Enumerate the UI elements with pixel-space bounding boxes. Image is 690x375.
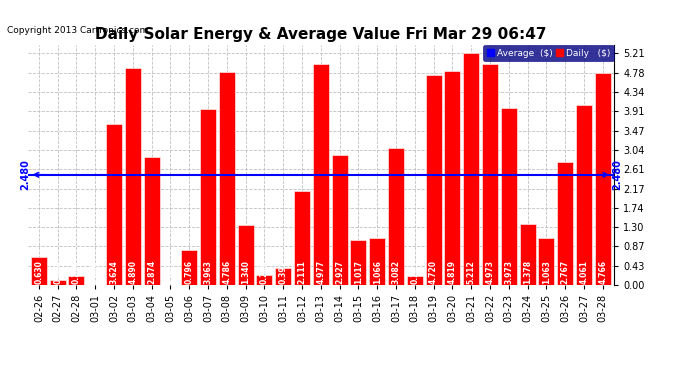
Text: 4.977: 4.977 [316, 260, 326, 284]
Text: 4.786: 4.786 [222, 260, 231, 284]
Text: 0.001: 0.001 [166, 260, 175, 284]
Text: 0.630: 0.630 [34, 260, 43, 284]
Text: 2.767: 2.767 [561, 260, 570, 284]
Text: 4.973: 4.973 [486, 260, 495, 284]
Text: 2.480: 2.480 [20, 159, 30, 190]
Bar [332, 155, 348, 285]
Text: 4.819: 4.819 [448, 260, 457, 284]
Bar [200, 109, 216, 285]
Bar [219, 72, 235, 285]
Bar [538, 238, 555, 285]
Bar [257, 275, 273, 285]
Text: 4.061: 4.061 [580, 260, 589, 284]
Bar [313, 64, 329, 285]
Bar [181, 250, 197, 285]
Bar [501, 108, 517, 285]
Title: Daily Solar Energy & Average Value Fri Mar 29 06:47: Daily Solar Energy & Average Value Fri M… [95, 27, 546, 42]
Bar [576, 105, 592, 285]
Text: Copyright 2013 Cartronics.com: Copyright 2013 Cartronics.com [7, 26, 148, 35]
Text: 0.796: 0.796 [185, 260, 194, 284]
Bar [68, 276, 84, 285]
Text: 1.063: 1.063 [542, 260, 551, 284]
Text: 0.201: 0.201 [411, 260, 420, 284]
Bar [444, 71, 460, 285]
Text: 4.720: 4.720 [429, 260, 438, 284]
Bar [351, 240, 366, 285]
Text: 3.624: 3.624 [110, 260, 119, 284]
Text: 2.874: 2.874 [147, 260, 156, 284]
Bar [426, 75, 442, 285]
Legend: Average  ($), Daily   ($): Average ($), Daily ($) [483, 45, 614, 61]
Text: 1.340: 1.340 [241, 260, 250, 284]
Bar [144, 157, 159, 285]
Bar [294, 191, 310, 285]
Text: 0.000: 0.000 [91, 260, 100, 284]
Bar [520, 224, 535, 285]
Bar [31, 257, 47, 285]
Bar [407, 276, 423, 285]
Bar [237, 225, 254, 285]
Bar [595, 73, 611, 285]
Bar [275, 268, 291, 285]
Text: 4.890: 4.890 [128, 260, 137, 284]
Bar [369, 238, 385, 285]
Text: 1.066: 1.066 [373, 260, 382, 284]
Text: 3.963: 3.963 [204, 260, 213, 284]
Bar [106, 124, 122, 285]
Bar [558, 162, 573, 285]
Text: 1.378: 1.378 [523, 260, 532, 284]
Bar [388, 148, 404, 285]
Text: 2.111: 2.111 [297, 260, 306, 284]
Text: 5.212: 5.212 [466, 260, 475, 284]
Text: 0.228: 0.228 [260, 260, 269, 284]
Text: 3.082: 3.082 [391, 260, 400, 284]
Text: 0.392: 0.392 [279, 260, 288, 284]
Bar [463, 53, 480, 285]
Text: 1.017: 1.017 [354, 260, 363, 284]
Text: 2.927: 2.927 [335, 260, 344, 284]
Bar [125, 68, 141, 285]
Text: 0.210: 0.210 [72, 260, 81, 284]
Text: 4.766: 4.766 [598, 260, 607, 284]
Bar [482, 64, 498, 285]
Text: 3.973: 3.973 [504, 260, 513, 284]
Bar [50, 280, 66, 285]
Text: 2.480: 2.480 [612, 159, 622, 190]
Text: 0.104: 0.104 [53, 260, 62, 284]
